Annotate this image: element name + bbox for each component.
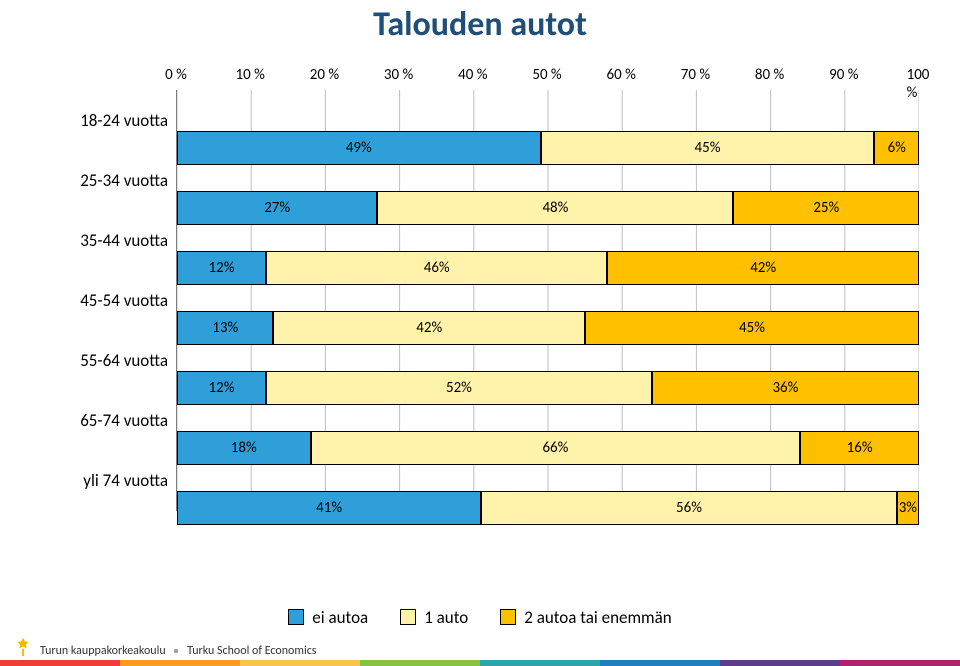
x-tick: 80 % xyxy=(755,66,784,84)
bar-segment: 36% xyxy=(652,371,919,405)
bar-segment: 45% xyxy=(585,311,919,345)
bar-segment: 46% xyxy=(266,251,607,285)
x-tick: 0 % xyxy=(165,66,187,84)
footer-stripes xyxy=(0,660,960,666)
bar-segment: 16% xyxy=(800,431,919,465)
bar-segment: 13% xyxy=(177,311,273,345)
stripe xyxy=(120,660,240,666)
bar-segment: 52% xyxy=(266,371,652,405)
bar-segment: 6% xyxy=(874,131,919,165)
footer-fi: Turun kauppakorkeakoulu xyxy=(40,644,166,658)
footer-en: Turku School of Economics xyxy=(187,644,316,658)
legend-item: 2 autoa tai enemmän xyxy=(500,607,671,628)
bar-segment: 12% xyxy=(177,371,266,405)
legend-item: ei autoa xyxy=(288,607,368,628)
stripe xyxy=(600,660,720,666)
legend-label: 1 auto xyxy=(424,607,468,628)
bar-row: 41%56%3% xyxy=(177,491,919,525)
bar-rows: 49%45%6%27%48%25%12%46%42%13%42%45%12%52… xyxy=(177,118,919,538)
x-tick: 30 % xyxy=(384,66,413,84)
logo-icon xyxy=(12,636,34,658)
bar-segment: 25% xyxy=(733,191,919,225)
category-label: 35-44 vuotta xyxy=(0,230,168,251)
bar-segment: 12% xyxy=(177,251,266,285)
legend-swatch xyxy=(400,609,416,625)
x-tick: 10 % xyxy=(236,66,265,84)
x-tick: 60 % xyxy=(607,66,636,84)
x-tick: 50 % xyxy=(532,66,561,84)
legend-label: 2 autoa tai enemmän xyxy=(524,607,671,628)
x-tick: 20 % xyxy=(310,66,339,84)
legend-swatch xyxy=(500,609,516,625)
bar-segment: 27% xyxy=(177,191,377,225)
x-tick: 70 % xyxy=(681,66,710,84)
bar-row: 12%46%42% xyxy=(177,251,919,285)
legend-item: 1 auto xyxy=(400,607,468,628)
bar-row: 27%48%25% xyxy=(177,191,919,225)
footer: Turun kauppakorkeakoulu Turku School of … xyxy=(40,644,316,658)
footer-separator xyxy=(174,649,178,653)
bar-segment: 49% xyxy=(177,131,541,165)
legend-swatch xyxy=(288,609,304,625)
bar-segment: 56% xyxy=(481,491,897,525)
category-label: 65-74 vuotta xyxy=(0,410,168,431)
chart-title: Talouden autot xyxy=(0,4,960,45)
x-tick: 90 % xyxy=(829,66,858,84)
bar-row: 12%52%36% xyxy=(177,371,919,405)
bar-row: 13%42%45% xyxy=(177,311,919,345)
stripe xyxy=(720,660,840,666)
bar-segment: 42% xyxy=(607,251,919,285)
plot-area: 49%45%6%27%48%25%12%46%42%13%42%45%12%52… xyxy=(176,90,919,511)
stripe xyxy=(840,660,960,666)
category-label: 55-64 vuotta xyxy=(0,350,168,371)
bar-segment: 66% xyxy=(311,431,801,465)
bar-segment: 18% xyxy=(177,431,311,465)
x-tick-labels: 0 %10 %20 %30 %40 %50 %60 %70 %80 %90 %1… xyxy=(176,62,918,90)
category-label: yli 74 vuotta xyxy=(0,470,168,491)
bar-segment: 48% xyxy=(377,191,733,225)
bar-row: 49%45%6% xyxy=(177,131,919,165)
stripe xyxy=(360,660,480,666)
category-label: 18-24 vuotta xyxy=(0,110,168,131)
stripe xyxy=(0,660,120,666)
bar-segment: 41% xyxy=(177,491,481,525)
category-label: 45-54 vuotta xyxy=(0,290,168,311)
stripe xyxy=(240,660,360,666)
stripe xyxy=(480,660,600,666)
bar-segment: 3% xyxy=(897,491,919,525)
category-label: 25-34 vuotta xyxy=(0,170,168,191)
bar-segment: 45% xyxy=(541,131,875,165)
legend-label: ei autoa xyxy=(312,607,368,628)
legend: ei autoa 1 auto 2 autoa tai enemmän xyxy=(0,607,960,631)
bar-segment: 42% xyxy=(273,311,585,345)
bar-row: 18%66%16% xyxy=(177,431,919,465)
chart-area: 0 %10 %20 %30 %40 %50 %60 %70 %80 %90 %1… xyxy=(176,62,918,542)
x-tick: 40 % xyxy=(458,66,487,84)
